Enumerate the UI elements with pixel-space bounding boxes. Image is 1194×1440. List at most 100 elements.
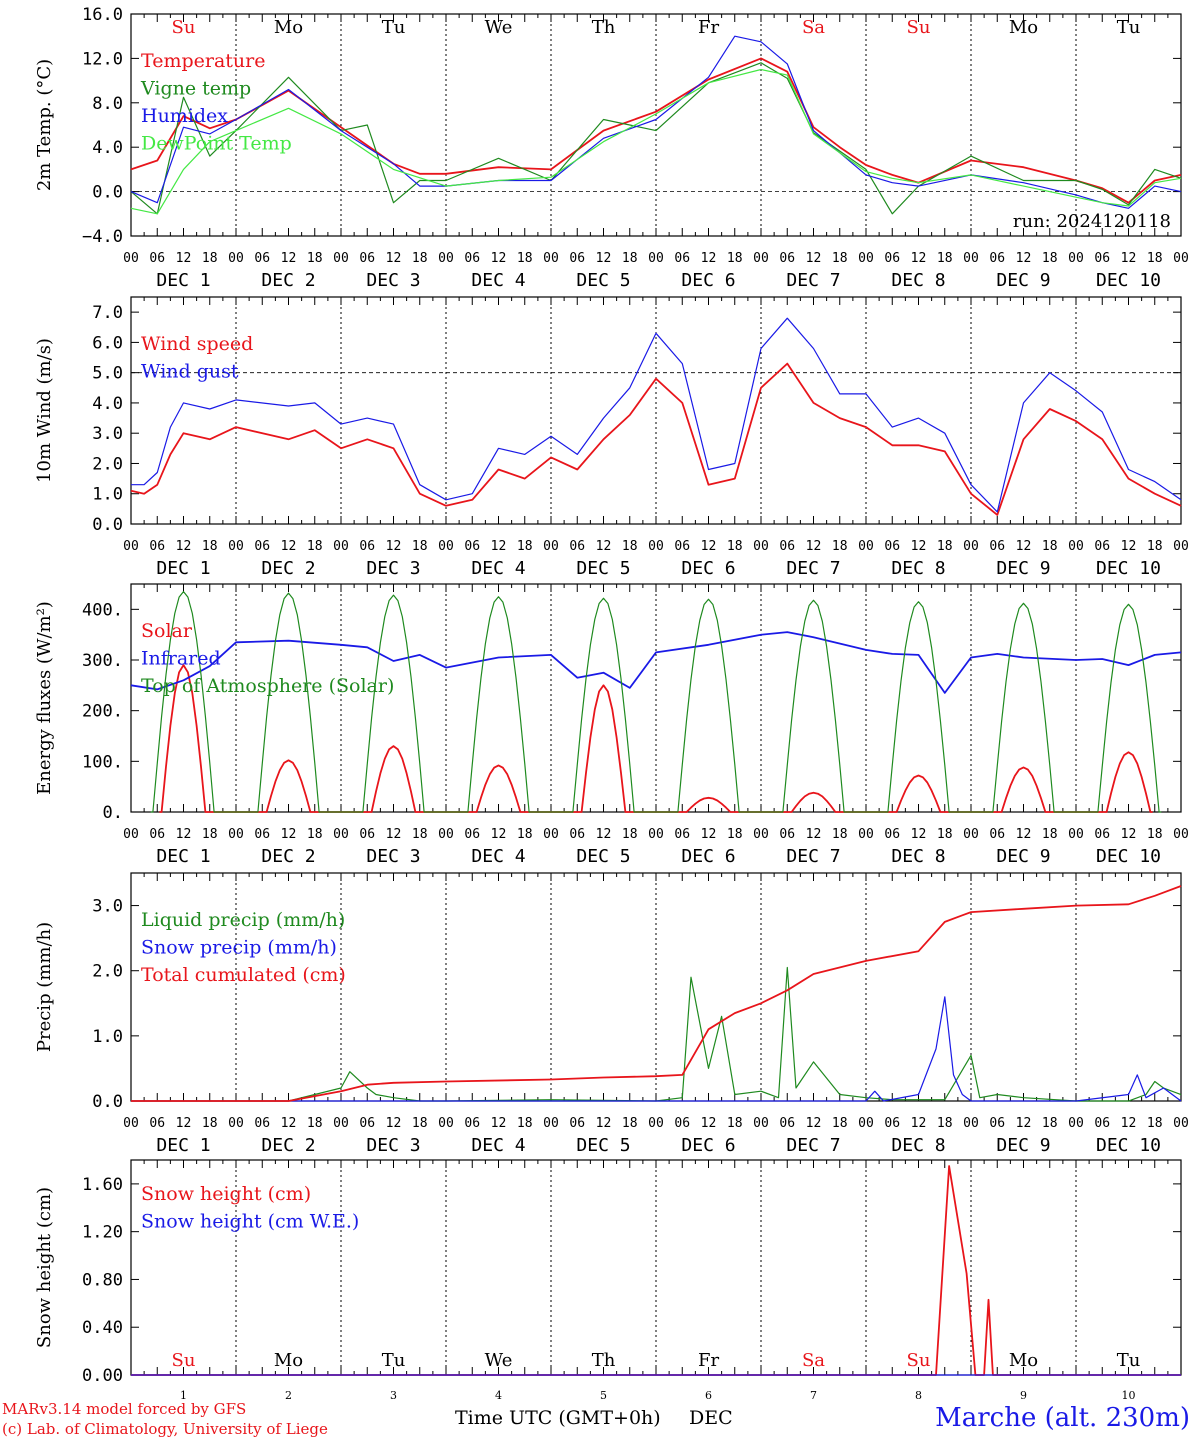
weekday-label: Mo xyxy=(274,1350,303,1371)
x-hour-label: 06 xyxy=(1094,539,1110,554)
x-hour-label: 06 xyxy=(569,827,585,842)
x-hour-label: 00 xyxy=(753,1116,769,1131)
x-hour-label: 06 xyxy=(1094,827,1110,842)
panel-snow: 1.60 1.20 0.80 0.40 0.00 Snow height (cm) Su Mo… xyxy=(34,1159,1182,1402)
x-hour-label: 00 xyxy=(963,539,979,554)
legend-entry: Wind speed xyxy=(141,333,253,355)
y-tick-label: 0.0 xyxy=(92,515,123,535)
x-day-label: DEC 7 xyxy=(786,270,840,291)
x-day-label: DEC 2 xyxy=(261,270,315,291)
x-hour-label: 06 xyxy=(359,251,375,266)
x-hour-label: 12 xyxy=(281,251,297,266)
legend-entry: Vigne temp xyxy=(140,78,251,100)
x-hour-label: 00 xyxy=(123,827,139,842)
x-day-label: DEC 6 xyxy=(681,558,735,579)
weekday-label: Su xyxy=(907,1350,931,1371)
x-hour-label: 06 xyxy=(779,251,795,266)
x-hour-label: 12 xyxy=(491,251,507,266)
x-hour-label: 06 xyxy=(254,827,270,842)
y-tick-label: −4.0 xyxy=(82,227,123,247)
lab-credit: (c) Lab. of Climatology, University of L… xyxy=(2,1420,328,1438)
x-hour-label: 18 xyxy=(202,1116,218,1131)
x-hour-label: 18 xyxy=(622,1116,638,1131)
x-hour-label: 18 xyxy=(1042,1116,1058,1131)
x-day-label: DEC 5 xyxy=(576,558,630,579)
x-day-label: DEC 3 xyxy=(366,1135,420,1156)
x-hour-label: 12 xyxy=(281,539,297,554)
x-hour-label: 18 xyxy=(622,539,638,554)
y-tick-label: 0.00 xyxy=(82,1366,123,1386)
y-axis-label: Energy fluxes (W/m²) xyxy=(34,601,55,795)
y-tick-label: 5.0 xyxy=(92,364,123,384)
x-hour-label: 06 xyxy=(989,1116,1005,1131)
x-day-number: 10 xyxy=(1122,1389,1136,1402)
x-hour-label: 12 xyxy=(911,1116,927,1131)
x-hour-label: 06 xyxy=(989,251,1005,266)
legend-entry: Total cumulated (cm) xyxy=(141,964,346,986)
plot-frame xyxy=(130,296,1182,525)
x-day-label: DEC 5 xyxy=(576,1135,630,1156)
weekday-label: Mo xyxy=(1009,17,1038,38)
x-hour-label: 12 xyxy=(281,827,297,842)
x-hour-label: 18 xyxy=(412,1116,428,1131)
x-day-label: DEC 10 xyxy=(1096,558,1161,579)
x-day-label: DEC 4 xyxy=(471,846,525,867)
footer: MARv3.14 model forced by GFS (c) Lab. of… xyxy=(2,1400,1190,1438)
panel-wind: 7.0 6.0 5.0 4.0 3.0 2.0 1.0 0.0 10m Wind (m/s) 00… xyxy=(34,296,1189,579)
x-day-label: DEC 3 xyxy=(366,846,420,867)
x-hour-label: 00 xyxy=(753,539,769,554)
x-hour-label: 06 xyxy=(254,251,270,266)
x-day-number: 2 xyxy=(285,1389,292,1402)
x-hour-label: 00 xyxy=(1173,539,1189,554)
x-day-label: DEC 3 xyxy=(366,270,420,291)
x-day-label: DEC 4 xyxy=(471,270,525,291)
x-hour-label: 06 xyxy=(674,1116,690,1131)
x-hour-label: 06 xyxy=(1094,251,1110,266)
y-tick-label: 300. xyxy=(82,651,123,671)
legend-entry: Snow height (cm) xyxy=(141,1183,311,1205)
series-wind-gust xyxy=(131,317,1182,513)
weekday-label: Sa xyxy=(802,1350,825,1371)
x-hour-label: 00 xyxy=(858,539,874,554)
x-hour-label: 00 xyxy=(123,1116,139,1131)
x-hour-label: 06 xyxy=(569,251,585,266)
x-hour-label: 00 xyxy=(1068,827,1084,842)
x-hour-label: 12 xyxy=(386,251,402,266)
x-hour-label: 06 xyxy=(1094,1116,1110,1131)
y-tick-label: 1.0 xyxy=(92,1027,123,1047)
x-day-number: 3 xyxy=(390,1389,397,1402)
x-hour-label: 12 xyxy=(701,251,717,266)
x-day-label: DEC 8 xyxy=(891,558,945,579)
x-hour-label: 18 xyxy=(307,539,323,554)
weekday-label: Mo xyxy=(1009,1350,1038,1371)
x-hour-label: 06 xyxy=(674,827,690,842)
x-hour-label: 12 xyxy=(1016,251,1032,266)
x-hour-label: 12 xyxy=(1121,1116,1137,1131)
x-day-label: DEC 2 xyxy=(261,1135,315,1156)
y-tick-label: 0.40 xyxy=(82,1318,123,1338)
y-tick-label: 100. xyxy=(82,752,123,772)
legend-entry: Top of Atmosphere (Solar) xyxy=(141,675,394,697)
x-day-label: DEC 8 xyxy=(891,846,945,867)
y-tick-label: 0.0 xyxy=(92,183,123,203)
x-hour-label: 18 xyxy=(727,251,743,266)
weekday-label: Su xyxy=(172,1350,196,1371)
x-hour-label: 12 xyxy=(176,539,192,554)
y-tick-label: 6.0 xyxy=(92,333,123,353)
y-tick-label: 2.0 xyxy=(92,962,123,982)
x-hour-label: 12 xyxy=(176,251,192,266)
x-day-number: 8 xyxy=(915,1389,922,1402)
x-hour-label: 12 xyxy=(176,827,192,842)
x-hour-label: 06 xyxy=(989,539,1005,554)
series-liquid-precip-mm-h xyxy=(131,966,1182,1102)
x-hour-label: 18 xyxy=(622,827,638,842)
weekday-label: Tu xyxy=(1117,1350,1141,1371)
x-hour-label: 18 xyxy=(727,1116,743,1131)
x-hour-label: 00 xyxy=(333,251,349,266)
x-hour-label: 06 xyxy=(149,251,165,266)
x-hour-label: 00 xyxy=(1068,251,1084,266)
x-hour-label: 18 xyxy=(937,539,953,554)
y-tick-label: 2.0 xyxy=(92,454,123,474)
y-tick-label: 4.0 xyxy=(92,394,123,414)
panel-energy: 400. 300. 200. 100. 0. Energy fluxes (W/m²) 00… xyxy=(34,583,1189,867)
